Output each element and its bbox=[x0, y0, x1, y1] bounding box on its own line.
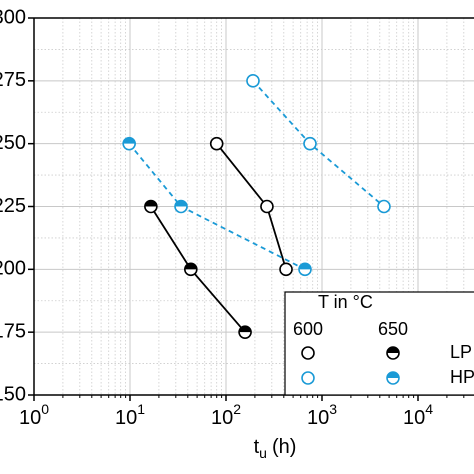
marker bbox=[122, 136, 136, 151]
legend-marker bbox=[386, 346, 400, 360]
x-label-unit: (h) bbox=[272, 436, 296, 458]
x-label-text: t bbox=[254, 436, 260, 458]
marker bbox=[184, 262, 198, 277]
legend-marker-ring bbox=[386, 346, 400, 360]
legend-row: LP bbox=[450, 342, 472, 362]
legend-box bbox=[284, 291, 474, 396]
x-tick-label: 102 bbox=[211, 401, 241, 430]
legend-row: HP bbox=[450, 367, 474, 387]
x-tick-power: 1 bbox=[137, 401, 145, 417]
marker bbox=[279, 262, 293, 277]
marker-ring bbox=[298, 262, 312, 277]
x-tick-base: 10 bbox=[307, 407, 329, 429]
marker bbox=[144, 199, 158, 214]
marker-ring bbox=[238, 325, 252, 339]
x-axis-label: tu (h) bbox=[254, 436, 297, 460]
legend-marker bbox=[301, 371, 315, 385]
x-tick-power: 0 bbox=[41, 401, 49, 417]
marker bbox=[303, 136, 317, 151]
marker bbox=[238, 325, 252, 339]
marker bbox=[377, 199, 391, 214]
legend-column: 650 bbox=[378, 319, 408, 339]
x-tick-power: 2 bbox=[233, 401, 241, 417]
marker-ring bbox=[184, 262, 198, 277]
legend-marker bbox=[386, 371, 400, 385]
marker-ring bbox=[144, 199, 158, 214]
marker bbox=[246, 74, 260, 88]
legend-title: T in °C bbox=[318, 292, 373, 312]
x-tick-label: 104 bbox=[403, 401, 433, 430]
y-tick-label: 200 bbox=[0, 258, 26, 280]
marker-ring bbox=[122, 136, 136, 151]
x-tick-label: 103 bbox=[307, 401, 337, 430]
x-tick-power: 4 bbox=[425, 401, 433, 417]
marker bbox=[260, 199, 274, 214]
x-tick-base: 10 bbox=[211, 407, 233, 429]
x-tick-base: 10 bbox=[115, 407, 137, 429]
marker bbox=[209, 136, 224, 151]
y-tick-label: 175 bbox=[0, 320, 26, 342]
y-tick-label: 275 bbox=[0, 69, 26, 91]
legend: T in °C 600 650 LP HP bbox=[284, 291, 474, 396]
legend-marker-ring bbox=[386, 371, 400, 385]
y-tick-label: 250 bbox=[0, 132, 26, 154]
x-tick-base: 10 bbox=[19, 407, 41, 429]
legend-column: 600 bbox=[293, 319, 323, 339]
x-tick-label: 100 bbox=[19, 401, 49, 430]
marker-ring bbox=[174, 199, 188, 214]
legend-marker bbox=[301, 346, 315, 360]
x-tick-base: 10 bbox=[403, 407, 425, 429]
y-tick-label: 300 bbox=[0, 6, 26, 28]
y-tick-label: 150 bbox=[0, 383, 26, 405]
x-label-sub: u bbox=[259, 445, 267, 461]
marker bbox=[174, 199, 188, 214]
y-tick-label: 225 bbox=[0, 195, 26, 217]
x-tick-label: 101 bbox=[115, 401, 145, 430]
x-tick-power: 3 bbox=[329, 401, 337, 417]
marker bbox=[298, 262, 312, 277]
